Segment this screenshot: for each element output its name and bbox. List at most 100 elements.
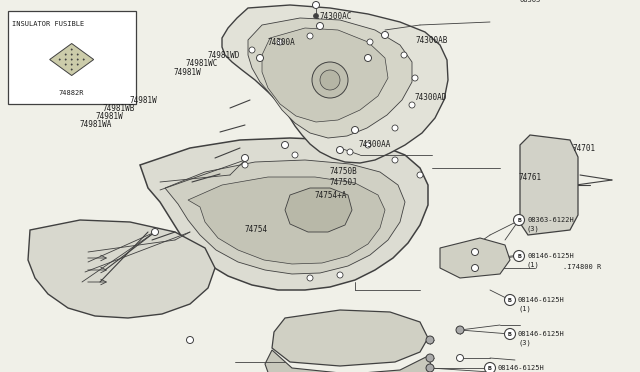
Circle shape: [292, 152, 298, 158]
Circle shape: [71, 49, 72, 50]
Text: .I74800 R: .I74800 R: [563, 264, 602, 270]
Text: 74701: 74701: [573, 144, 596, 153]
Circle shape: [71, 59, 72, 60]
Circle shape: [71, 54, 72, 55]
Circle shape: [337, 147, 344, 154]
Text: B: B: [517, 218, 521, 222]
Text: B: B: [488, 366, 492, 371]
Circle shape: [65, 54, 67, 55]
Polygon shape: [285, 188, 352, 232]
Text: (3): (3): [527, 226, 540, 232]
Circle shape: [320, 70, 340, 90]
Text: 08146-6125H: 08146-6125H: [518, 297, 564, 303]
Circle shape: [365, 55, 371, 61]
Circle shape: [314, 13, 319, 19]
Circle shape: [456, 327, 463, 334]
Circle shape: [77, 64, 78, 65]
Text: 74981W: 74981W: [129, 96, 157, 105]
Circle shape: [392, 125, 398, 131]
Circle shape: [152, 228, 159, 235]
Text: 74981WC: 74981WC: [185, 60, 218, 68]
Text: 74300A: 74300A: [268, 38, 295, 47]
Text: 74300AC: 74300AC: [320, 12, 353, 21]
Circle shape: [392, 157, 398, 163]
Text: 74300AD: 74300AD: [415, 93, 447, 102]
Text: 08146-6125H: 08146-6125H: [518, 331, 564, 337]
Text: 08363-6122H: 08363-6122H: [527, 217, 573, 223]
Circle shape: [77, 54, 78, 55]
Circle shape: [312, 1, 319, 9]
Polygon shape: [520, 135, 578, 235]
Circle shape: [186, 337, 193, 343]
Text: 74981WA: 74981WA: [79, 120, 112, 129]
Circle shape: [65, 59, 67, 60]
Circle shape: [83, 59, 84, 60]
Circle shape: [277, 39, 283, 45]
Circle shape: [381, 32, 388, 38]
Polygon shape: [140, 138, 428, 290]
Circle shape: [257, 55, 264, 61]
Circle shape: [65, 64, 67, 65]
Circle shape: [347, 149, 353, 155]
Circle shape: [426, 337, 433, 343]
Text: 74754: 74754: [244, 225, 268, 234]
Polygon shape: [28, 220, 215, 318]
Circle shape: [472, 248, 479, 256]
Text: 08363: 08363: [520, 0, 541, 3]
Polygon shape: [248, 18, 412, 138]
Circle shape: [337, 272, 343, 278]
Polygon shape: [188, 177, 385, 264]
Circle shape: [409, 102, 415, 108]
Circle shape: [504, 295, 515, 305]
Circle shape: [513, 215, 525, 225]
Text: INSULATOR FUSIBLE: INSULATOR FUSIBLE: [12, 21, 84, 27]
Polygon shape: [265, 350, 432, 372]
Circle shape: [71, 69, 72, 70]
Text: B: B: [508, 331, 512, 337]
Text: 74750B: 74750B: [330, 167, 357, 176]
Circle shape: [241, 154, 248, 161]
Text: 74761: 74761: [518, 173, 541, 182]
Text: 08146-6125H: 08146-6125H: [527, 253, 573, 259]
Circle shape: [312, 62, 348, 98]
Circle shape: [456, 355, 463, 362]
Circle shape: [351, 126, 358, 134]
Text: B: B: [508, 298, 512, 302]
Bar: [8, 11, 136, 104]
Circle shape: [282, 141, 289, 148]
Text: 74300AB: 74300AB: [416, 36, 449, 45]
Text: B: B: [517, 253, 521, 259]
Polygon shape: [50, 44, 93, 76]
Text: 74754+A: 74754+A: [314, 191, 347, 200]
Text: (1): (1): [518, 306, 531, 312]
Circle shape: [59, 59, 60, 60]
Circle shape: [317, 22, 323, 29]
Circle shape: [367, 39, 373, 45]
Circle shape: [504, 328, 515, 340]
Text: 74981WB: 74981WB: [102, 104, 134, 113]
Circle shape: [307, 275, 313, 281]
Text: (3): (3): [518, 340, 531, 346]
Circle shape: [426, 354, 434, 362]
Circle shape: [426, 336, 434, 344]
Polygon shape: [222, 5, 448, 163]
Circle shape: [249, 47, 255, 53]
Circle shape: [401, 52, 407, 58]
Circle shape: [472, 264, 479, 272]
Circle shape: [365, 142, 371, 148]
Circle shape: [456, 326, 464, 334]
Circle shape: [484, 362, 495, 372]
Text: 08146-6125H: 08146-6125H: [498, 365, 545, 371]
Circle shape: [71, 64, 72, 65]
Circle shape: [426, 365, 433, 372]
Polygon shape: [262, 28, 388, 122]
Circle shape: [77, 59, 78, 60]
Circle shape: [412, 75, 418, 81]
Circle shape: [307, 33, 313, 39]
Polygon shape: [272, 310, 428, 366]
Circle shape: [426, 364, 434, 372]
Polygon shape: [440, 238, 510, 278]
Polygon shape: [165, 160, 405, 274]
Text: (1): (1): [527, 262, 540, 268]
Text: 74981W: 74981W: [96, 112, 124, 121]
